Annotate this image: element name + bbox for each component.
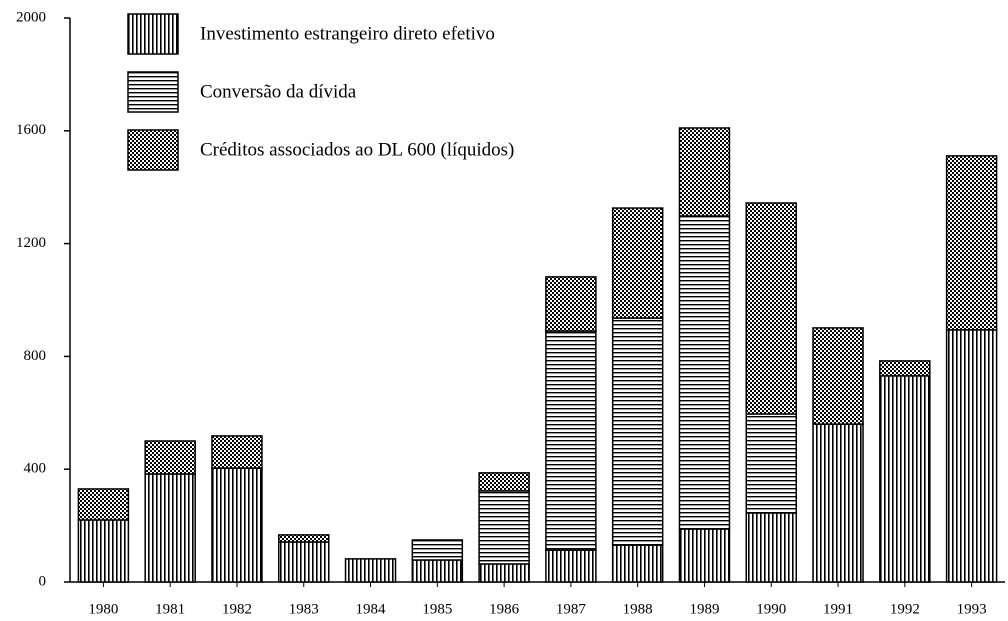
legend-swatch bbox=[127, 129, 179, 171]
bar-segment bbox=[945, 329, 998, 583]
x-tick-label: 1984 bbox=[356, 601, 387, 617]
legend-label: Conversão da dívida bbox=[200, 81, 357, 102]
bar-segment bbox=[411, 539, 464, 561]
bar-segment bbox=[745, 413, 797, 514]
bar-segment bbox=[812, 327, 864, 425]
bar-segment bbox=[344, 558, 397, 583]
x-tick-label: 1980 bbox=[88, 601, 118, 617]
bar-segment bbox=[611, 544, 664, 583]
y-tick-label: 1200 bbox=[16, 235, 46, 251]
bar-segment bbox=[478, 472, 530, 492]
y-tick-label: 0 bbox=[39, 573, 47, 589]
bar-segment bbox=[611, 317, 664, 546]
bar-segment bbox=[278, 534, 330, 543]
bar-segment bbox=[879, 375, 931, 583]
y-tick-label: 2000 bbox=[16, 9, 46, 25]
bar-segment bbox=[211, 435, 263, 469]
x-tick-label: 1990 bbox=[756, 601, 786, 617]
bar-segment bbox=[812, 423, 864, 583]
x-tick-label: 1988 bbox=[623, 601, 653, 617]
bar-segment bbox=[745, 202, 797, 415]
x-tick-label: 1985 bbox=[422, 601, 452, 617]
bar-segment bbox=[77, 519, 130, 583]
legend-label: Créditos associados ao DL 600 (líquidos) bbox=[200, 139, 514, 160]
bar-segment bbox=[745, 512, 797, 583]
bar-segment bbox=[678, 127, 731, 217]
x-tick-label: 1982 bbox=[222, 601, 252, 617]
bar-segment bbox=[411, 559, 464, 583]
y-tick-label: 400 bbox=[24, 461, 47, 477]
x-tick-label: 1991 bbox=[823, 601, 853, 617]
legend-swatch bbox=[127, 71, 179, 113]
y-tick-label: 1600 bbox=[16, 122, 46, 138]
legend-label: Investimento estrangeiro direto efetivo bbox=[200, 23, 495, 44]
bar-segment bbox=[945, 155, 998, 331]
x-tick-label: 1993 bbox=[957, 601, 987, 617]
x-tick-label: 1987 bbox=[556, 601, 587, 617]
bar-segment bbox=[478, 490, 530, 565]
x-tick-label: 1981 bbox=[155, 601, 185, 617]
y-tick-label: 800 bbox=[24, 348, 47, 364]
bar-segment bbox=[144, 473, 196, 583]
x-tick-label: 1986 bbox=[489, 601, 520, 617]
bar-segment bbox=[77, 488, 130, 521]
x-tick-label: 1983 bbox=[289, 601, 319, 617]
bar-segment bbox=[545, 276, 597, 332]
bar-segment bbox=[678, 215, 731, 530]
bar-segment bbox=[144, 440, 196, 475]
bar-segment bbox=[678, 528, 731, 583]
bar-segment bbox=[545, 330, 597, 551]
bar-segment bbox=[278, 541, 330, 583]
legend-swatch bbox=[127, 13, 179, 55]
x-tick-label: 1989 bbox=[689, 601, 719, 617]
bar-segment bbox=[211, 467, 263, 583]
bar-segment bbox=[545, 549, 597, 583]
bar-segment bbox=[478, 563, 530, 583]
x-tick-label: 1992 bbox=[890, 601, 920, 617]
bar-segment bbox=[611, 207, 664, 319]
bar-segment bbox=[879, 360, 931, 377]
